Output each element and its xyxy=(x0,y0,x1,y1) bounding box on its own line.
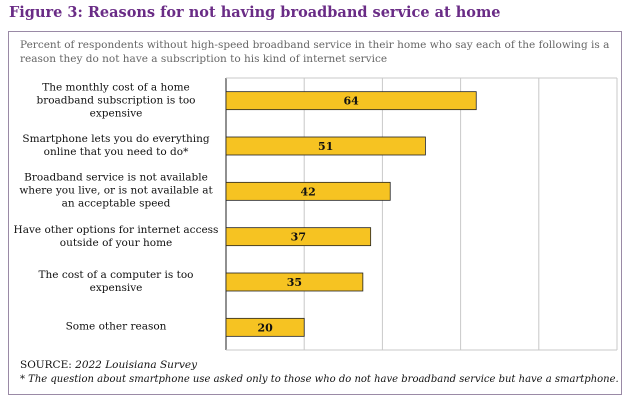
subtitle: Percent of respondents without high-spee… xyxy=(20,39,610,65)
source-text: 2022 Louisiana Survey xyxy=(75,359,198,371)
value-label: 64 xyxy=(343,95,359,108)
value-label: 20 xyxy=(257,321,273,334)
bar xyxy=(225,136,426,156)
value-label: 51 xyxy=(318,140,333,153)
bar xyxy=(225,181,391,201)
category-label: Broadband service is not available where… xyxy=(19,171,213,210)
bar xyxy=(225,91,477,111)
category-label: Smartphone lets you do everything online… xyxy=(22,133,210,158)
value-label: 37 xyxy=(291,231,306,244)
bar xyxy=(225,272,364,292)
frame xyxy=(8,31,622,395)
category-label: Have other options for internet access o… xyxy=(13,223,219,249)
footnote: * The question about smartphone use aske… xyxy=(20,374,619,385)
source-label: SOURCE: xyxy=(20,359,72,371)
source: SOURCE: 2022 Louisiana Survey xyxy=(20,359,197,371)
category-label: The monthly cost of a home broadband sub… xyxy=(36,81,196,120)
category-label: The cost of a computer is too expensive xyxy=(38,269,194,294)
bar xyxy=(225,317,305,337)
figure-title: Figure 3: Reasons for not having broadba… xyxy=(9,4,501,21)
category-label: Some other reason xyxy=(65,320,167,333)
bar xyxy=(225,227,372,247)
value-label: 42 xyxy=(300,185,315,198)
value-label: 35 xyxy=(287,276,302,289)
